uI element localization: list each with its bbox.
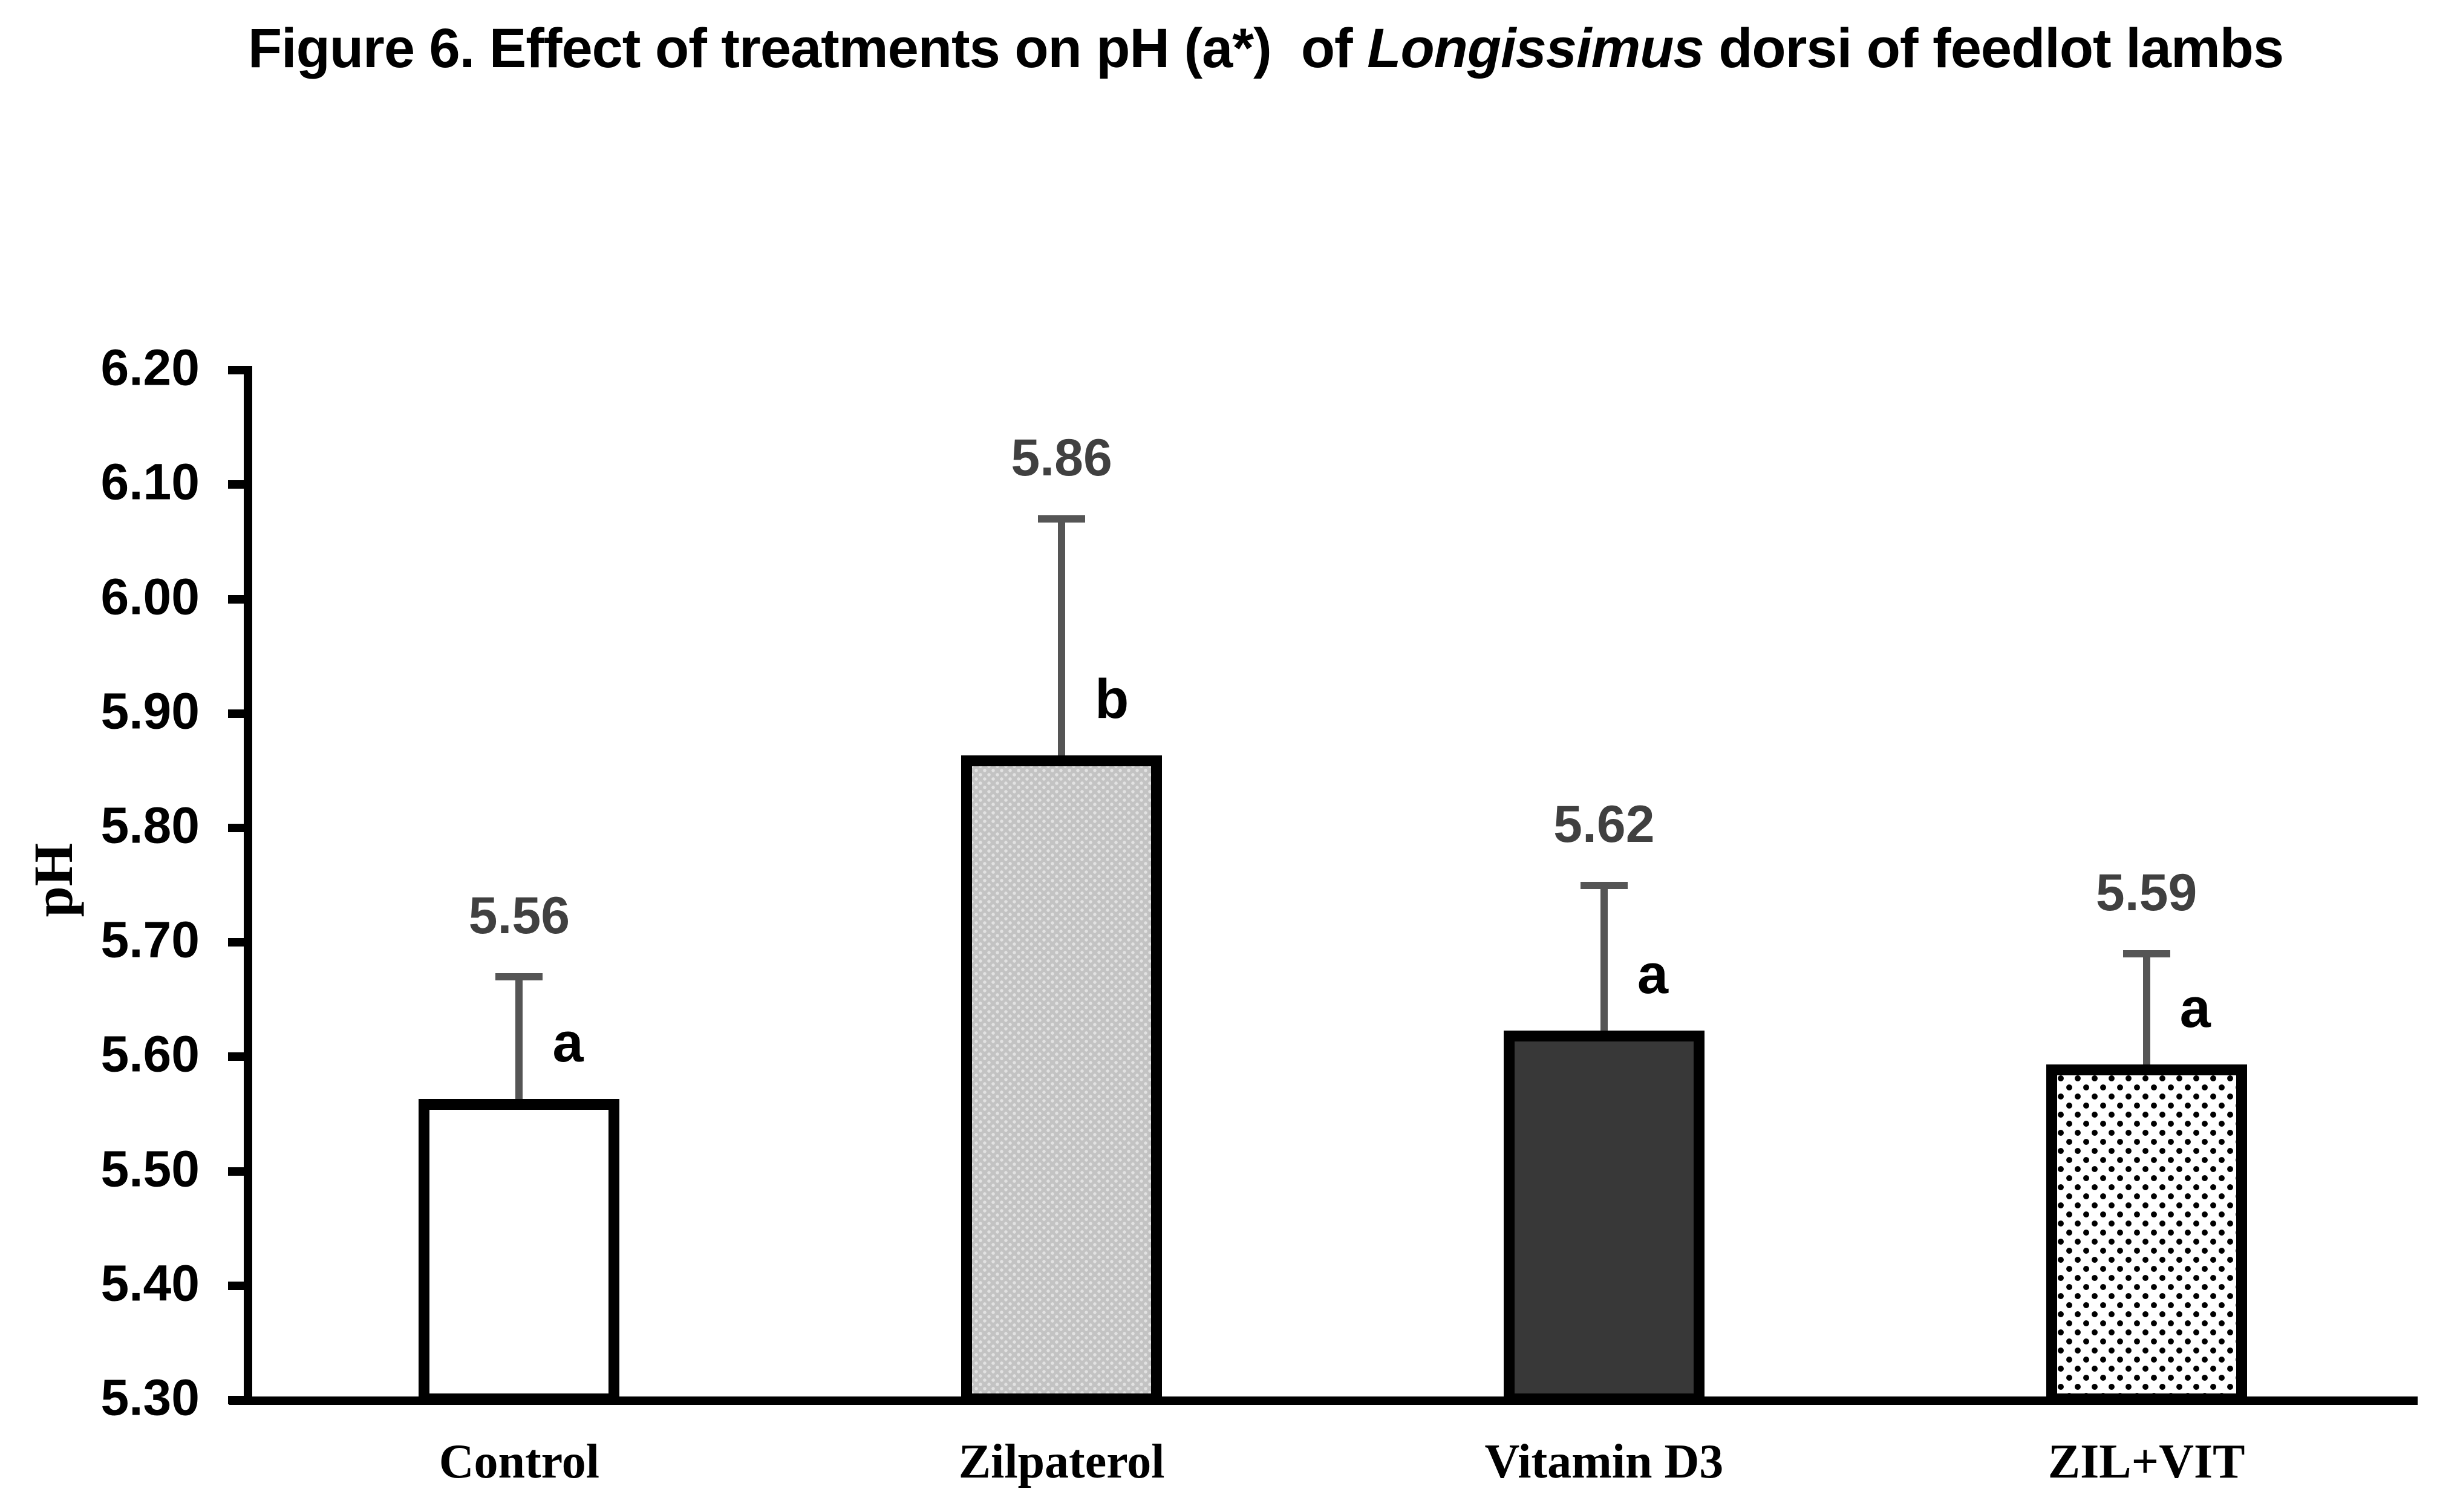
significance-letter: b xyxy=(1095,668,1129,731)
y-tick-mark xyxy=(228,824,244,832)
x-axis-line xyxy=(229,1396,2418,1405)
bar-control xyxy=(419,1099,620,1404)
error-bar-cap xyxy=(1038,515,1086,523)
x-category-label: ZIL+VIT xyxy=(2047,1435,2245,1488)
chart-title-italic-word: Longissimus xyxy=(1367,18,1704,79)
bar-value-label: 5.62 xyxy=(1553,795,1655,853)
y-tick-label: 5.50 xyxy=(100,1140,200,1198)
chart-title-suffix: dorsi of feedlot lambs xyxy=(1703,18,2284,79)
y-tick-label: 5.70 xyxy=(100,911,200,968)
y-tick-mark xyxy=(228,1281,244,1290)
y-tick-label: 6.20 xyxy=(100,339,200,396)
y-axis-line xyxy=(244,366,252,1404)
y-tick-label: 6.10 xyxy=(100,454,200,511)
chart-title-prefix: Figure 6. Effect of treatments on pH (a*… xyxy=(247,18,1368,79)
y-tick-mark xyxy=(228,595,244,604)
significance-letter: a xyxy=(552,1012,584,1074)
x-category-label: Zilpaterol xyxy=(958,1435,1165,1488)
bar-zil-vit xyxy=(2046,1064,2247,1404)
x-category-label: Control xyxy=(439,1435,599,1488)
y-tick-mark xyxy=(228,1167,244,1176)
y-tick-mark xyxy=(228,1052,244,1061)
y-tick-label: 5.90 xyxy=(100,682,200,740)
error-bar-cap xyxy=(2122,950,2170,958)
bar-value-label: 5.59 xyxy=(2095,864,2197,922)
y-tick-label: 5.40 xyxy=(100,1254,200,1312)
y-tick-mark xyxy=(228,709,244,718)
y-tick-label: 5.30 xyxy=(100,1369,200,1426)
error-bar-line xyxy=(2142,954,2150,1065)
error-bar-line xyxy=(515,976,523,1100)
error-bar-cap xyxy=(495,973,543,980)
error-bar-line xyxy=(1058,519,1066,756)
y-tick-mark xyxy=(228,938,244,947)
bar-value-label: 5.56 xyxy=(468,886,570,945)
y-tick-mark xyxy=(228,366,244,375)
chart-title: Figure 6. Effect of treatments on pH (a*… xyxy=(94,17,2437,80)
error-bar-cap xyxy=(1580,881,1628,889)
significance-letter: a xyxy=(1637,943,1669,1005)
error-bar-line xyxy=(1600,885,1608,1031)
bar-vitamin-d3 xyxy=(1503,1030,1705,1404)
significance-letter: a xyxy=(2179,977,2211,1040)
y-tick-label: 5.60 xyxy=(100,1026,200,1083)
y-tick-label: 5.80 xyxy=(100,797,200,854)
y-tick-label: 6.00 xyxy=(100,568,200,625)
y-tick-mark xyxy=(228,480,244,489)
bar-zilpaterol xyxy=(961,755,1163,1404)
x-category-label: Vitamin D3 xyxy=(1484,1435,1724,1488)
bar-value-label: 5.86 xyxy=(1011,429,1112,487)
